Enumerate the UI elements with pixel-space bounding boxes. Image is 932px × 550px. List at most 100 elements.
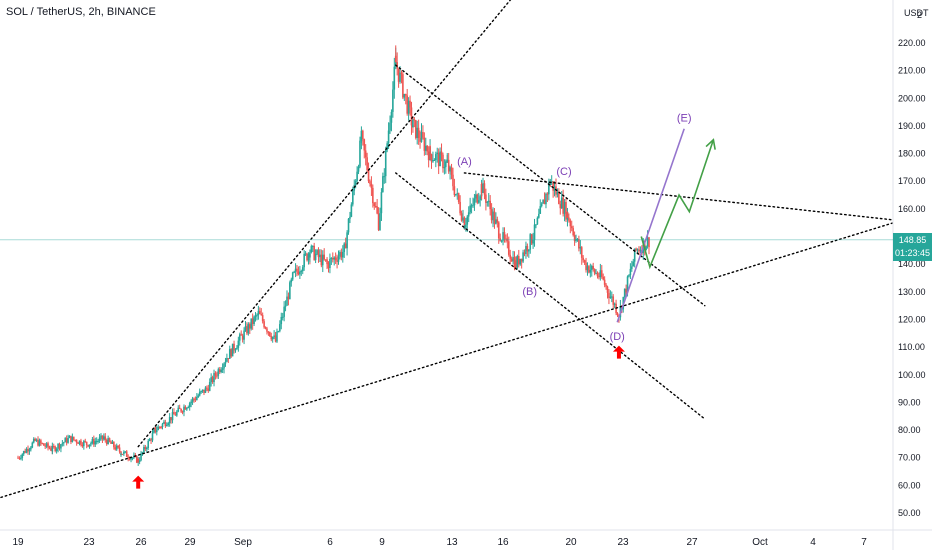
price-tick-label: 80.00 (898, 425, 921, 435)
candle-body (443, 166, 446, 169)
candle-body (74, 439, 77, 441)
candle-body (60, 444, 62, 449)
candle-body (80, 440, 82, 445)
candle-body (170, 417, 172, 421)
candle-body (153, 429, 155, 434)
candle-body (310, 246, 313, 253)
candle-body (190, 401, 192, 404)
candle-body (450, 167, 453, 175)
candle-body (633, 248, 636, 262)
candle-body (286, 296, 288, 306)
candle-body (515, 260, 517, 268)
candle-body (427, 151, 430, 161)
candle-body (334, 257, 337, 261)
candle-body (290, 279, 293, 283)
currency-label: USDT (904, 8, 929, 18)
candle-body (616, 313, 619, 316)
candle-body (336, 260, 338, 262)
candle-body (349, 216, 351, 219)
candle-body (396, 62, 398, 69)
candle-body (422, 132, 424, 138)
candle-body (171, 412, 174, 421)
candle-body (638, 249, 640, 252)
candle-body (439, 151, 441, 167)
candle-body (101, 435, 104, 440)
candle-body (303, 253, 305, 268)
candle-body (364, 150, 367, 158)
candle-body (612, 296, 615, 305)
candle-body (430, 154, 433, 162)
candle-body (228, 349, 231, 359)
candle-body (522, 252, 524, 262)
candle-body (529, 234, 532, 250)
candle-body (466, 216, 469, 225)
candle-body (110, 441, 112, 444)
candle-body (35, 439, 38, 441)
candle-body (540, 203, 543, 207)
candle-body (606, 286, 609, 293)
candle-body (406, 95, 408, 114)
candle-body (339, 252, 341, 257)
candle-body (191, 398, 194, 402)
candle-body (363, 139, 366, 151)
candle-body (435, 154, 437, 160)
candle-body (77, 442, 79, 444)
candle-body (313, 245, 315, 260)
candle-body (490, 209, 493, 221)
candle-body (417, 127, 420, 138)
candle-body (21, 454, 24, 458)
candle-body (254, 315, 257, 317)
candle-body (538, 213, 540, 218)
candle-body (505, 238, 507, 240)
price-tick-label: 170.00 (898, 176, 926, 186)
candle-body (553, 186, 556, 191)
candle-body (344, 243, 347, 249)
time-tick-label: 26 (135, 537, 147, 548)
candle-body (55, 448, 58, 452)
candle-body (437, 152, 440, 167)
candle-body (57, 443, 59, 449)
candle-body (517, 256, 520, 265)
candle-body (224, 361, 227, 364)
price-tick-label: 120.00 (898, 314, 926, 324)
candle-body (104, 436, 107, 440)
candle-body (203, 389, 205, 393)
price-tick-label: 160.00 (898, 204, 926, 214)
candle-body (279, 324, 281, 332)
last-price-badge: 148.85 01:23:45 (893, 232, 932, 261)
candle-body (148, 439, 151, 441)
candle-body (220, 369, 222, 373)
candle-body (321, 254, 324, 266)
candle-body (115, 445, 118, 450)
candle-body (196, 397, 198, 401)
candle-body (120, 453, 122, 456)
candle-body (610, 296, 613, 298)
candle-body (216, 375, 218, 377)
candle-body (546, 193, 549, 195)
candle-body (493, 211, 496, 224)
candle-body (354, 181, 357, 186)
wave-label: (E) (677, 112, 692, 124)
candle-body (369, 181, 371, 184)
candle-body (476, 194, 479, 203)
time-tick-label: 19 (12, 537, 24, 548)
candle-body (273, 335, 275, 337)
price-tick-label: 140.00 (898, 259, 926, 269)
candle-body (545, 193, 547, 205)
candle-body (387, 130, 390, 144)
candle-body (173, 412, 175, 415)
price-tick-label: 60.00 (898, 480, 921, 490)
candle-body (500, 240, 503, 242)
time-axis: 19 23 26 29 Sep 6 9 13 16 20 23 27 Oct 4 7 (12, 537, 867, 548)
candle-body (111, 441, 114, 444)
candle-body (177, 407, 180, 412)
candle-body (632, 261, 635, 267)
price-tick-label: 210.00 (898, 66, 926, 76)
bar-countdown: 01:23:45 (894, 247, 931, 258)
candle-body (533, 224, 536, 240)
candle-body (485, 194, 487, 203)
candle-body (42, 443, 45, 446)
candle-body (560, 197, 563, 209)
candle-body (608, 292, 610, 298)
